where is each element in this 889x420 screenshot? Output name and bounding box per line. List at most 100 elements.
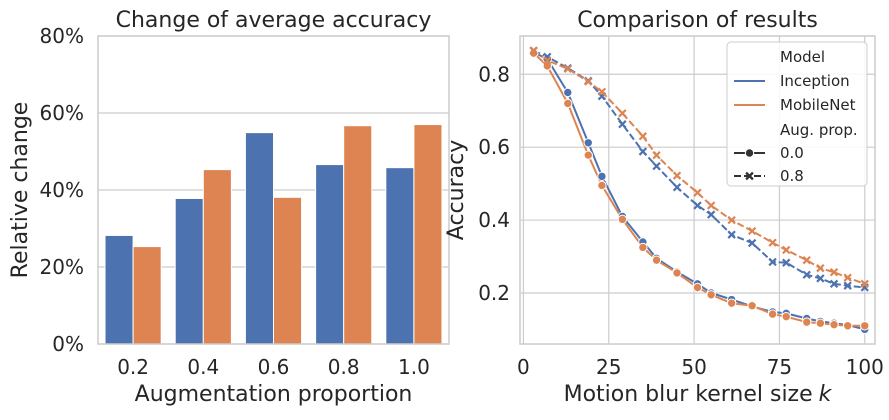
data-point <box>829 268 839 277</box>
bar <box>244 132 274 345</box>
data-point <box>829 319 839 330</box>
data-point <box>802 317 812 327</box>
data-point <box>672 171 682 180</box>
line-chart-panel: Comparison of results 0.2 0.4 0.6 0.8 0 25 50… <box>444 8 884 407</box>
data-point <box>816 274 825 283</box>
data-point <box>652 151 661 160</box>
bar-chart-xtick-label: 0.2 <box>117 355 149 379</box>
data-point <box>638 132 648 141</box>
bar <box>174 197 204 345</box>
legend-title-aug: Aug. prop. <box>780 121 858 139</box>
data-point <box>617 214 628 225</box>
data-point <box>706 290 716 300</box>
bar <box>385 167 415 345</box>
data-point <box>829 279 839 289</box>
bar <box>315 164 345 345</box>
bar <box>202 169 232 345</box>
line-chart-ytick-label: 0.8 <box>478 62 510 86</box>
data-point <box>543 56 552 65</box>
data-point <box>802 255 811 265</box>
data-point <box>618 120 627 129</box>
data-point <box>842 321 853 331</box>
data-point <box>563 87 573 98</box>
line-chart-legend: Model Inception MobileNet Aug. prop. 0.0 0.8 <box>726 41 868 187</box>
bar-chart-title: Change of average accuracy <box>116 8 432 33</box>
data-point <box>860 321 870 331</box>
data-point <box>693 201 702 210</box>
line-chart-axes-frame <box>519 35 876 345</box>
line-chart-xticks: 0 25 50 75 100 <box>517 355 884 379</box>
data-point <box>692 282 703 293</box>
data-point <box>638 147 648 156</box>
bar-chart-ytick-label: 60% <box>40 101 84 125</box>
bar <box>413 124 443 345</box>
data-point <box>782 245 791 255</box>
data-point <box>583 138 593 148</box>
data-point <box>747 226 757 236</box>
bar-chart-xtick-label: 0.8 <box>328 355 360 379</box>
bar-chart-xtick-label: 0.4 <box>187 355 219 379</box>
line-chart-ytick-label: 0.6 <box>478 135 510 159</box>
data-point <box>597 171 607 182</box>
bar-chart-ytick-label: 20% <box>40 255 84 279</box>
data-point <box>781 311 791 322</box>
bar-chart-panel: Change of average accuracy 0% 20% 40% 60% 80… <box>8 8 450 407</box>
data-point <box>638 242 648 253</box>
line-chart-xtick-label: 50 <box>681 355 706 379</box>
legend-label: Inception <box>780 72 850 90</box>
bar-chart-bars <box>104 124 443 345</box>
data-point <box>583 150 593 160</box>
legend-label: 0.0 <box>780 144 804 162</box>
bar-chart-xtick-label: 0.6 <box>258 355 290 379</box>
data-point <box>706 210 716 219</box>
line-chart-markers <box>528 46 870 335</box>
line-chart-xtick-label: 75 <box>767 355 792 379</box>
data-point <box>727 215 736 225</box>
bar-chart-ylabel: Relative change <box>8 102 33 279</box>
data-point <box>563 64 572 73</box>
bar <box>273 196 303 345</box>
legend-label: MobileNet <box>780 96 856 114</box>
data-point <box>651 255 662 265</box>
line-chart-xlabel-text: Motion blur kernel size <box>564 382 813 407</box>
data-point <box>768 257 777 267</box>
data-point <box>706 201 716 210</box>
data-point <box>782 258 791 267</box>
data-point <box>563 98 573 109</box>
data-point <box>747 238 757 248</box>
data-point <box>747 301 757 311</box>
data-point <box>767 309 778 319</box>
data-point <box>843 281 852 290</box>
data-point <box>802 270 811 279</box>
bar <box>132 246 162 345</box>
line-chart-xtick-label: 0 <box>517 355 530 379</box>
data-point <box>727 230 736 239</box>
legend-marker <box>745 171 754 181</box>
data-point <box>726 298 737 308</box>
bar-chart-xticks: 0.2 0.4 0.6 0.8 1.0 <box>117 355 430 379</box>
line-chart-title: Comparison of results <box>577 8 818 33</box>
bar <box>104 234 134 345</box>
data-point <box>584 77 593 86</box>
legend-marker <box>744 148 755 158</box>
data-point <box>768 238 777 247</box>
line-chart-ytick-label: 0.4 <box>478 208 510 232</box>
data-point <box>672 268 682 278</box>
line-chart-frame <box>519 35 876 345</box>
data-point <box>816 264 825 273</box>
line-chart-xlabel-italic: k <box>819 382 833 407</box>
bar-chart-xtick-label: 1.0 <box>398 355 430 379</box>
data-point <box>815 318 826 328</box>
legend-label: 0.8 <box>780 167 804 185</box>
line-chart-ylabel: Accuracy <box>444 140 469 240</box>
data-point <box>528 48 539 58</box>
line-chart-xlabel: Motion blur kernel size k <box>564 382 833 407</box>
line-chart-xtick-label: 25 <box>596 355 621 379</box>
data-point <box>597 180 607 191</box>
legend-box <box>726 41 868 187</box>
data-point <box>652 161 661 171</box>
bar-chart-ytick-label: 0% <box>52 332 84 356</box>
line-chart-yticks: 0.2 0.4 0.6 0.8 <box>478 62 510 305</box>
data-point <box>693 188 702 197</box>
